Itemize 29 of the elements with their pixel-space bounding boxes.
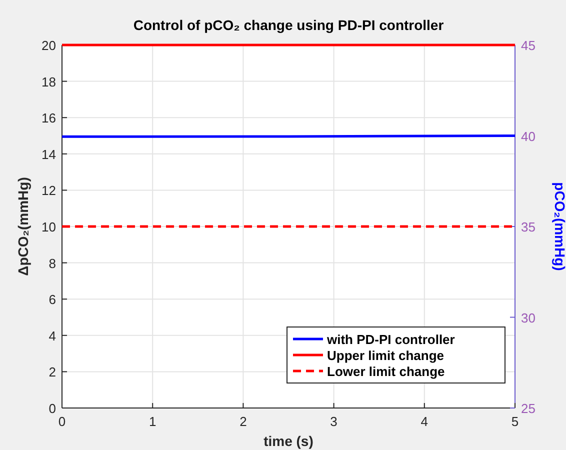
x-tick-label: 4 [420, 414, 428, 429]
x-tick-label: 5 [511, 414, 519, 429]
y-tick-label: 14 [42, 146, 56, 162]
y-tick-label: 20 [42, 38, 56, 53]
x-tick-label: 0 [58, 414, 66, 429]
y-tick-label: 16 [42, 110, 56, 126]
x-tick-label: 1 [148, 414, 156, 429]
y-tick-label: 4 [48, 328, 56, 344]
y2-tick-label: 30 [521, 310, 536, 326]
y-axis-title: ΔpCO₂(mmHg) [15, 177, 31, 276]
chart-title: Control of pCO₂ change using PD-PI controller [133, 17, 444, 33]
y-tick-label: 0 [48, 401, 56, 416]
x-axis-title: time (s) [264, 433, 314, 449]
y-tick-label: 18 [42, 74, 56, 90]
y2-tick-label: 45 [521, 38, 536, 53]
x-tick-label: 3 [330, 414, 338, 429]
y2-tick-label: 40 [521, 128, 536, 144]
y2-tick-label: 25 [521, 401, 536, 416]
y-tick-label: 10 [42, 220, 56, 234]
y2-axis-title: pCO₂(mmHg) [552, 182, 566, 271]
y-tick-label: 8 [48, 256, 56, 271]
legend-label: Upper limit change [327, 348, 444, 363]
legend-label: Lower limit change [327, 364, 445, 379]
y-tick-label: 2 [48, 364, 56, 380]
y2-tick-label: 35 [521, 220, 536, 234]
x-tick-label: 2 [240, 414, 247, 429]
y-tick-label: 6 [48, 292, 56, 308]
legend-label: with PD-PI controller [326, 332, 455, 347]
y-tick-label: 12 [42, 183, 56, 198]
